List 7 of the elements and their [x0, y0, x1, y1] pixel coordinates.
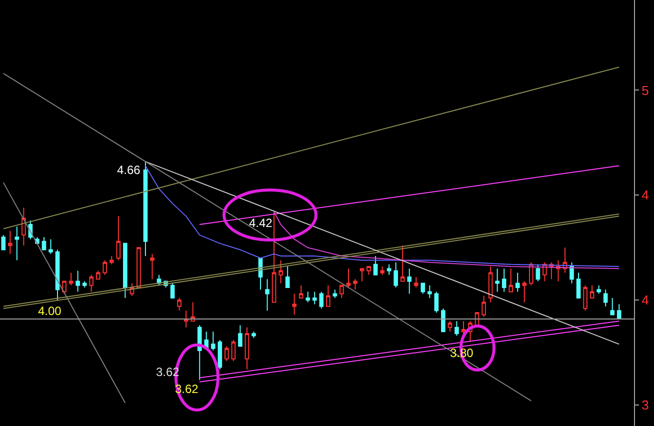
annotation: 4.66 [117, 163, 141, 177]
y-tick-label: 5 [642, 82, 649, 98]
y-tick-label: 4 [642, 292, 649, 308]
y-tick-label: 3 [642, 398, 649, 413]
y-tick-label: 4 [642, 188, 649, 203]
annotation: 4.00 [38, 304, 62, 318]
annotation: 4.42 [249, 216, 273, 230]
